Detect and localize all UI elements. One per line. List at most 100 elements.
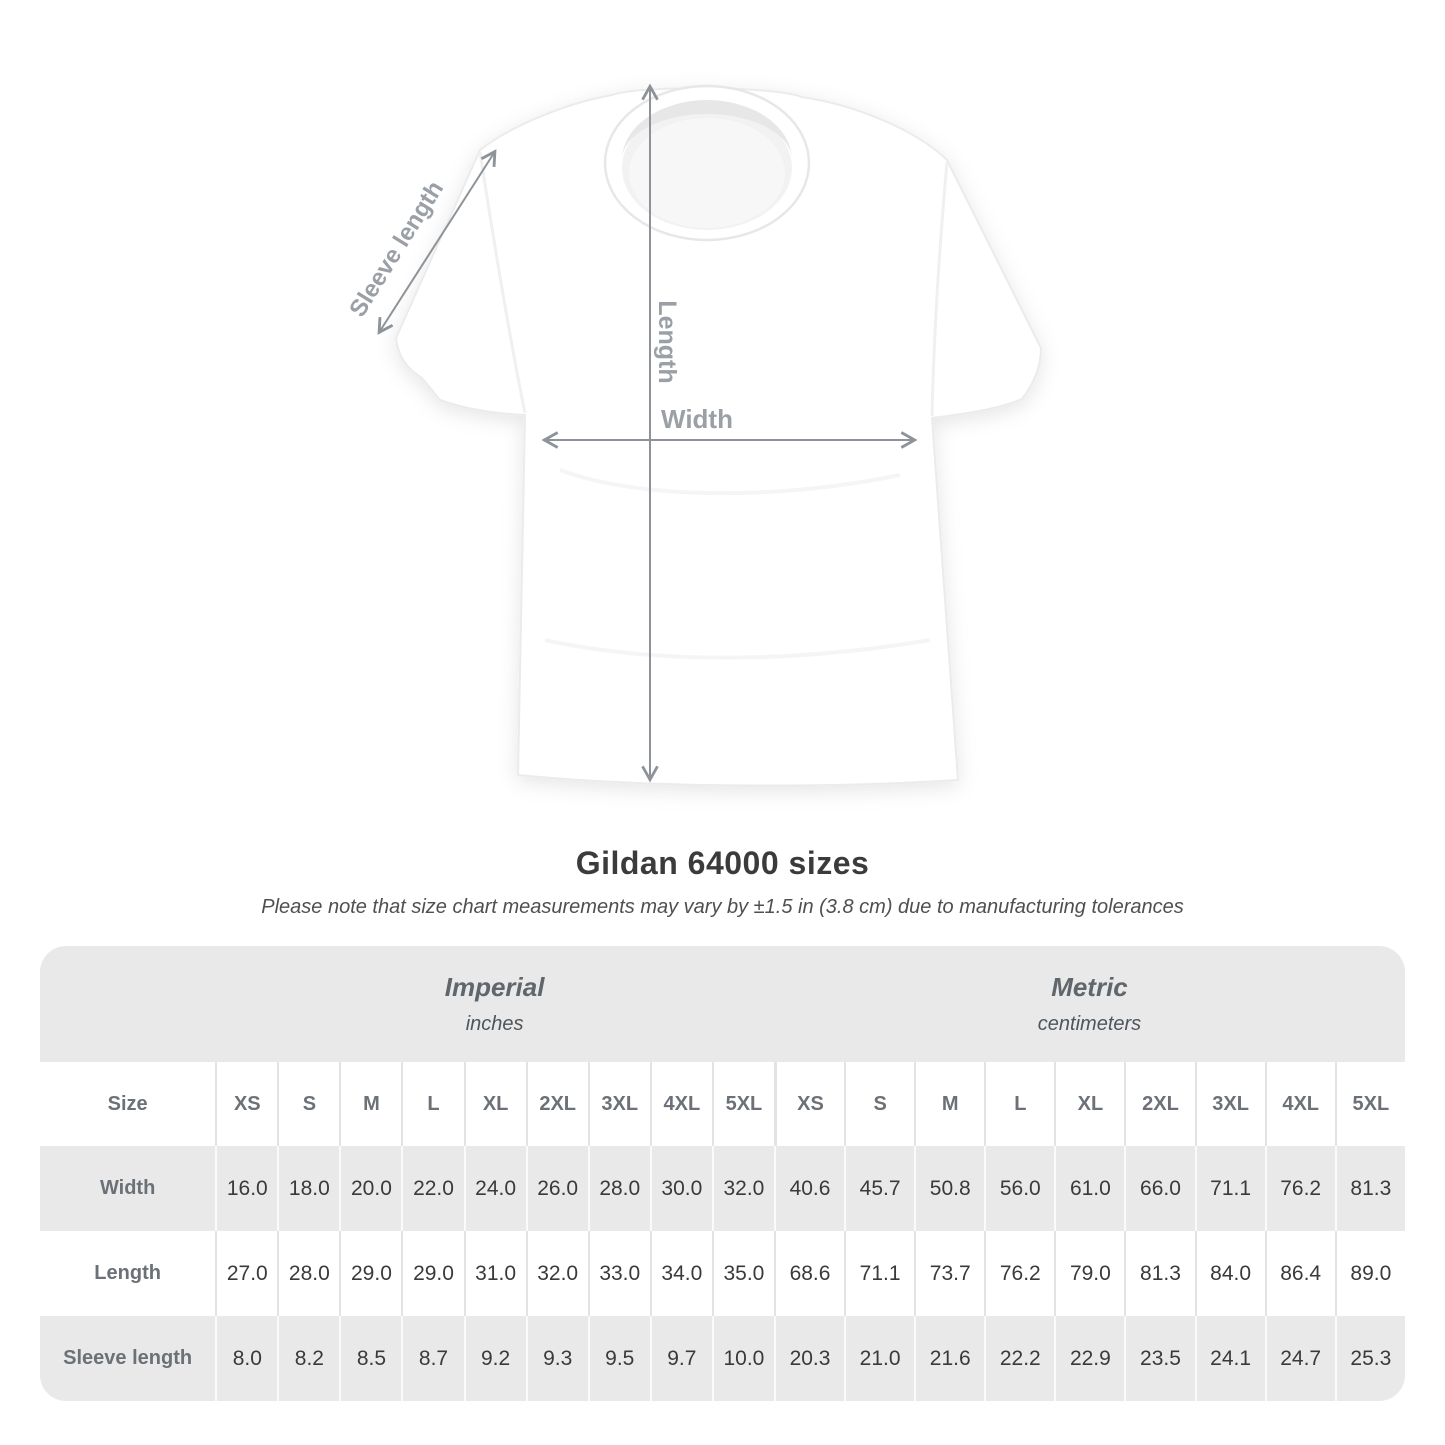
table-cell: 16.0 xyxy=(215,1146,278,1231)
table-cell: 20.0 xyxy=(339,1146,402,1231)
size-header-cell: 5XL xyxy=(1334,1062,1405,1146)
table-cell: 50.8 xyxy=(914,1146,985,1231)
table-cell: 89.0 xyxy=(1334,1231,1405,1316)
size-header-row: Size XS S M L XL 2XL 3XL 4XL 5XL XS S M L XL 2XL 3XL 4XL… xyxy=(40,1062,1405,1146)
table-cell: 86.4 xyxy=(1264,1231,1335,1316)
size-header-cell: XL xyxy=(463,1062,526,1146)
measurement-arrows xyxy=(377,83,918,783)
table-cell: 40.6 xyxy=(773,1146,845,1231)
table-cell: 81.3 xyxy=(1124,1231,1195,1316)
table-cell: 25.3 xyxy=(1334,1316,1405,1401)
table-cell: 8.7 xyxy=(401,1316,464,1401)
size-header-cell: L xyxy=(984,1062,1055,1146)
table-cell: 20.3 xyxy=(773,1316,845,1401)
table-cell: 66.0 xyxy=(1124,1146,1195,1231)
table-cell: 28.0 xyxy=(277,1231,340,1316)
row-label: Sleeve length xyxy=(40,1316,216,1401)
table-cell: 84.0 xyxy=(1194,1231,1265,1316)
table-cell: 76.2 xyxy=(1264,1146,1335,1231)
table-cell: 45.7 xyxy=(844,1146,915,1231)
table-cell: 26.0 xyxy=(525,1146,588,1231)
tshirt-illustration: Sleeve length Length Width xyxy=(344,83,1043,787)
table-cell: 32.0 xyxy=(525,1231,588,1316)
imperial-group-header: Imperial inches xyxy=(215,946,774,1062)
table-cell: 23.5 xyxy=(1124,1316,1195,1401)
table-cell: 22.0 xyxy=(401,1146,464,1231)
table-cell: 21.6 xyxy=(914,1316,985,1401)
size-header-cell: L xyxy=(401,1062,464,1146)
tolerance-note: Please note that size chart measurements… xyxy=(261,896,1184,918)
table-cell: 34.0 xyxy=(649,1231,712,1316)
size-header-cell: M xyxy=(914,1062,985,1146)
table-cell: 24.0 xyxy=(463,1146,526,1231)
table-cell: 8.0 xyxy=(215,1316,278,1401)
size-header-cell: 4XL xyxy=(649,1062,712,1146)
table-cell: 33.0 xyxy=(587,1231,650,1316)
table-cell: 56.0 xyxy=(984,1146,1055,1231)
table-cell: 68.6 xyxy=(773,1231,845,1316)
size-header-cell: XS xyxy=(215,1062,278,1146)
table-cell: 10.0 xyxy=(711,1316,774,1401)
table-cell: 22.9 xyxy=(1054,1316,1125,1401)
table-cell: 30.0 xyxy=(649,1146,712,1231)
size-header-cell: 2XL xyxy=(1124,1062,1195,1146)
size-header-cell: XL xyxy=(1054,1062,1125,1146)
table-row: Sleeve length 8.0 8.2 8.5 8.7 9.2 9.3 9.5 9.7 10.… xyxy=(40,1316,1405,1401)
table-cell: 18.0 xyxy=(277,1146,340,1231)
unit-band-row: Imperial inches Metric centimeters xyxy=(40,946,1405,1062)
table-cell: 24.7 xyxy=(1264,1316,1335,1401)
table-cell: 61.0 xyxy=(1054,1146,1125,1231)
size-table: Imperial inches Metric centimeters Size … xyxy=(40,946,1405,1401)
size-header-cell: S xyxy=(277,1062,340,1146)
row-label: Length xyxy=(40,1231,216,1316)
table-cell: 27.0 xyxy=(215,1231,278,1316)
table-cell: 8.5 xyxy=(339,1316,402,1401)
table-cell: 8.2 xyxy=(277,1316,340,1401)
table-cell: 81.3 xyxy=(1334,1146,1405,1231)
table-cell: 32.0 xyxy=(711,1146,774,1231)
table-cell: 9.2 xyxy=(463,1316,526,1401)
size-header-cell: M xyxy=(339,1062,402,1146)
size-header-cell: XS xyxy=(773,1062,845,1146)
tshirt-diagram: Sleeve length Length Width xyxy=(344,83,1043,787)
unit-band-corner xyxy=(40,946,216,1062)
size-header-cell: 4XL xyxy=(1264,1062,1335,1146)
table-row: Width 16.0 18.0 20.0 22.0 24.0 26.0 28.0 30.0 32.… xyxy=(40,1146,1405,1231)
title-block: Gildan 64000 sizes Please note that size… xyxy=(0,845,1445,919)
table-cell: 9.3 xyxy=(525,1316,588,1401)
sleeve-length-arrow xyxy=(377,149,497,335)
table-cell: 31.0 xyxy=(463,1231,526,1316)
table-cell: 79.0 xyxy=(1054,1231,1125,1316)
length-label: Length xyxy=(653,300,681,383)
table-cell: 29.0 xyxy=(401,1231,464,1316)
table-cell: 71.1 xyxy=(1194,1146,1265,1231)
imperial-label: Imperial xyxy=(444,972,545,1002)
metric-units: centimeters xyxy=(1037,1013,1142,1035)
table-cell: 71.1 xyxy=(844,1231,915,1316)
metric-label: Metric xyxy=(1051,972,1128,1002)
imperial-units: inches xyxy=(465,1013,524,1035)
metric-group-header: Metric centimeters xyxy=(773,946,1405,1062)
size-header-cell: S xyxy=(844,1062,915,1146)
table-cell: 28.0 xyxy=(587,1146,650,1231)
size-header-cell: 3XL xyxy=(1194,1062,1265,1146)
table-cell: 73.7 xyxy=(914,1231,985,1316)
size-header-cell: 5XL xyxy=(711,1062,774,1146)
table-cell: 76.2 xyxy=(984,1231,1055,1316)
row-label: Width xyxy=(40,1146,216,1231)
table-cell: 24.1 xyxy=(1194,1316,1265,1401)
table-cell: 9.7 xyxy=(649,1316,712,1401)
tshirt-collar xyxy=(603,84,811,242)
table-cell: 29.0 xyxy=(339,1231,402,1316)
size-column-header: Size xyxy=(40,1062,216,1146)
page-title: Gildan 64000 sizes xyxy=(575,845,870,881)
table-cell: 21.0 xyxy=(844,1316,915,1401)
size-header-cell: 3XL xyxy=(587,1062,650,1146)
table-cell: 22.2 xyxy=(984,1316,1055,1401)
size-header-cell: 2XL xyxy=(525,1062,588,1146)
width-label: Width xyxy=(661,404,733,434)
table-row: Length 27.0 28.0 29.0 29.0 31.0 32.0 33.0 34.0 35… xyxy=(40,1231,1405,1316)
table-cell: 35.0 xyxy=(711,1231,774,1316)
table-cell: 9.5 xyxy=(587,1316,650,1401)
